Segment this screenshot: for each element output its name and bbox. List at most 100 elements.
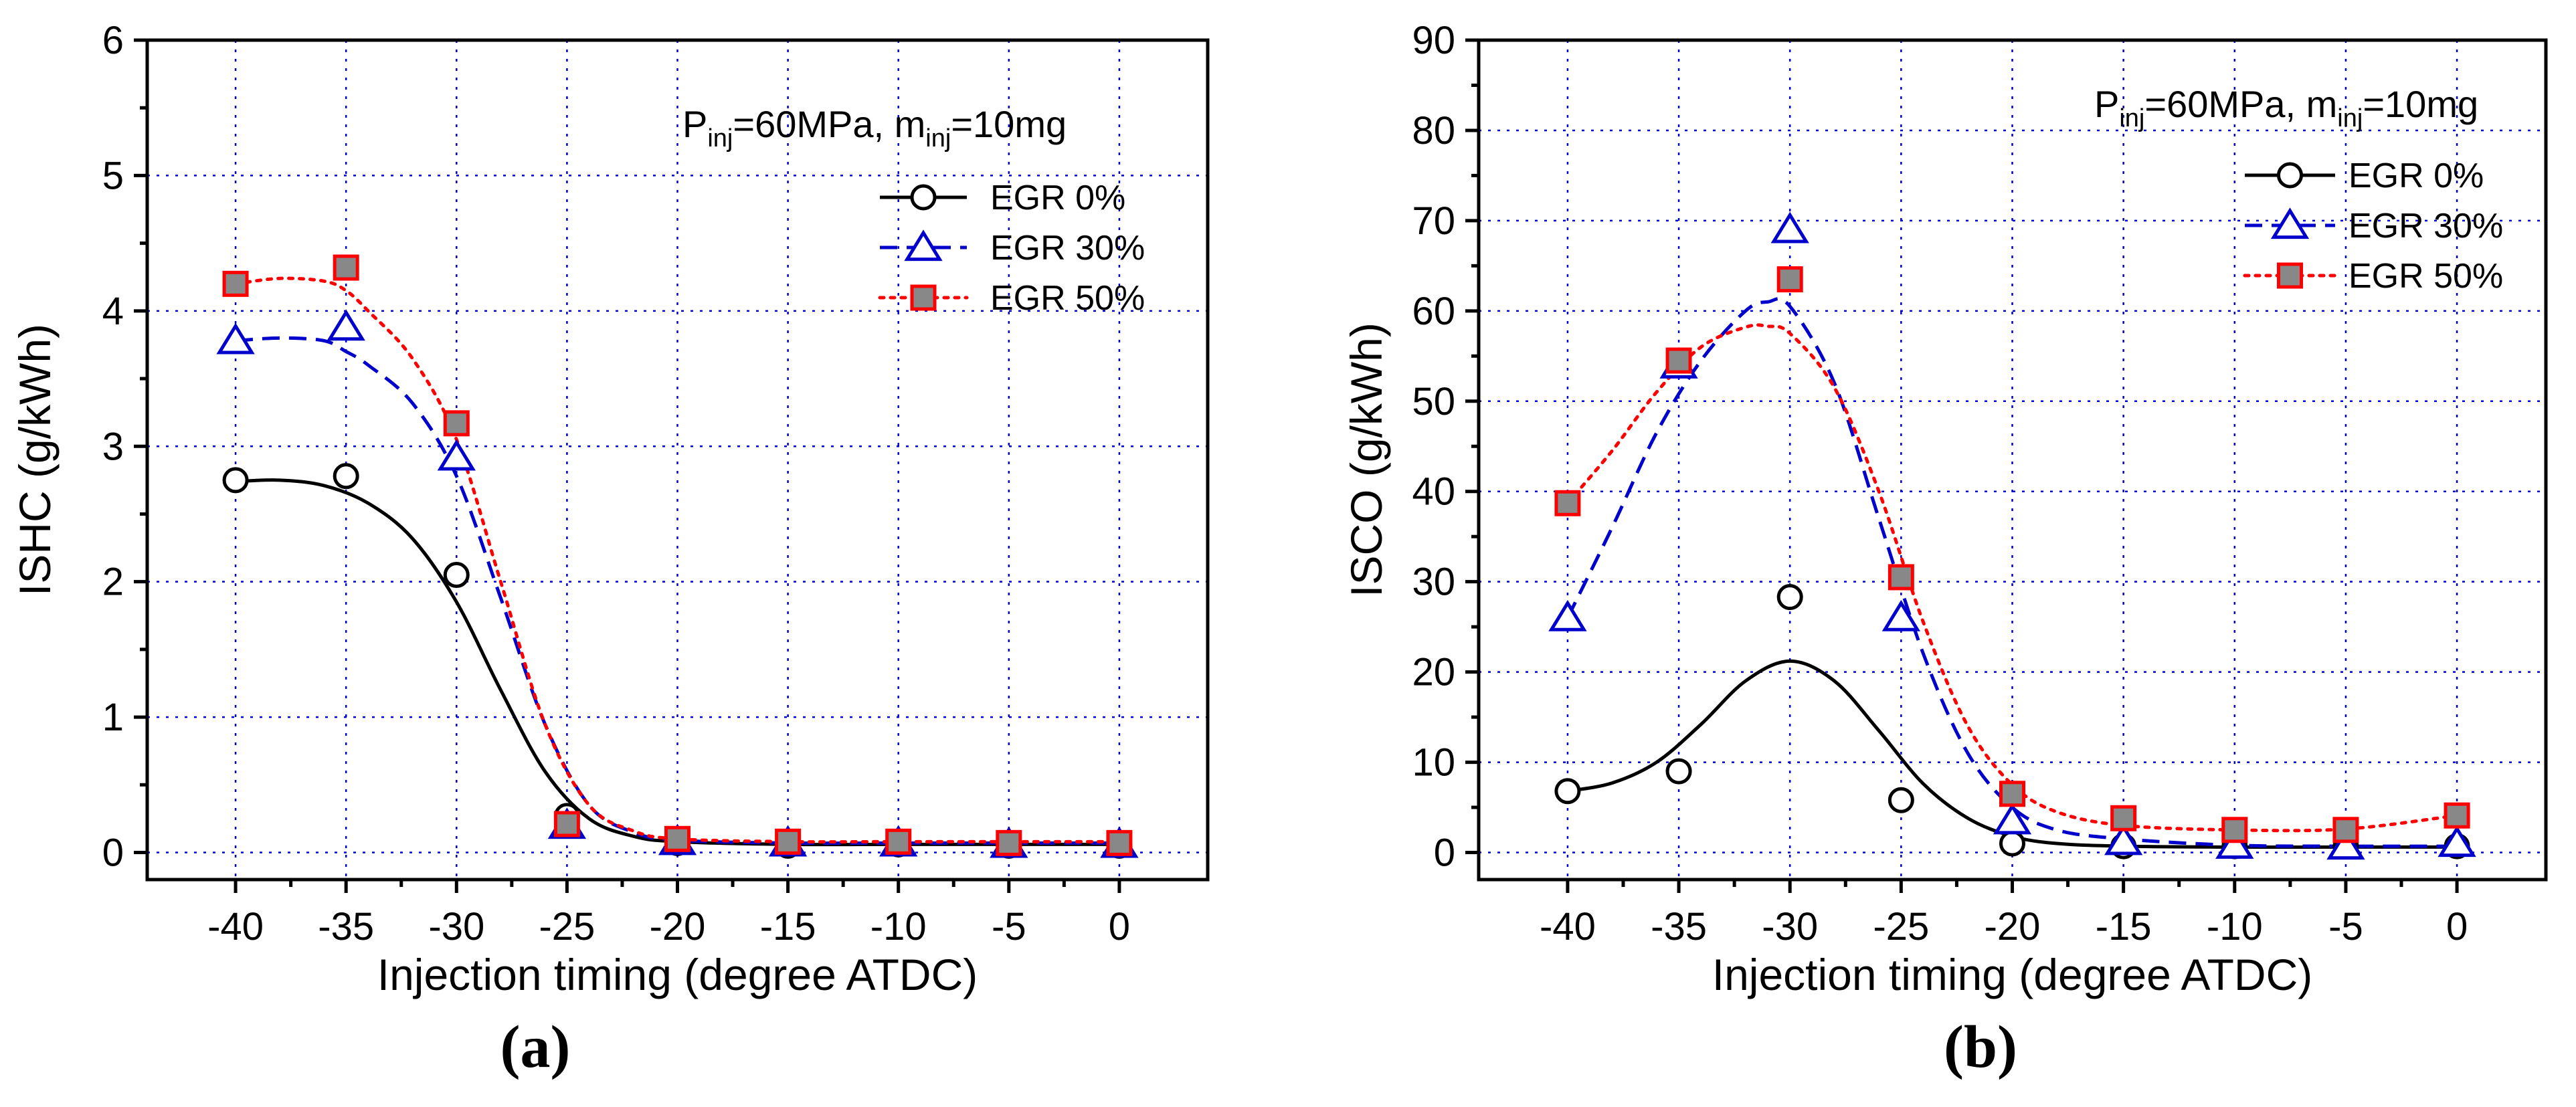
y-tick-label: 80 (1412, 109, 1455, 153)
conditions-annotation: Pinj=60MPa, minj=10mg (2094, 83, 2478, 132)
x-tick-label: -35 (318, 905, 374, 948)
data-point (1999, 830, 2025, 857)
y-tick-label: 10 (1412, 741, 1455, 785)
legend-label: EGR 50% (990, 279, 1145, 318)
y-tick-label: 0 (1434, 831, 1455, 875)
data-point (333, 254, 359, 281)
legend: EGR 0% EGR 30% EGR 50% (2243, 157, 2503, 296)
y-tick-label: 40 (1412, 470, 1455, 514)
x-axis-title: Injection timing (degree ATDC) (377, 950, 978, 999)
x-tick-label: -30 (428, 905, 484, 948)
legend-marker (910, 284, 937, 311)
legend-marker (910, 184, 937, 211)
x-tick-label: -35 (1651, 905, 1707, 948)
y-tick-label: 2 (102, 561, 124, 604)
data-point (327, 309, 365, 341)
data-point (775, 828, 802, 855)
conditions-annotation: Pinj=60MPa, minj=10mg (682, 103, 1067, 153)
chart-panel-a: -40 -35 -30 -25 -20 -15 -10 -5 0 0 1 2 3 4 5 6 Injection… (10, 19, 1210, 1080)
fit-curves (1566, 297, 2459, 849)
data-point (1554, 490, 1581, 516)
annotation-subscript: inj (2337, 104, 2363, 132)
x-tick-label: -30 (1762, 905, 1818, 948)
data-point (1888, 787, 1914, 813)
x-tick-label: -10 (2207, 905, 2263, 948)
x-tick-label: 0 (2446, 905, 2468, 948)
data-point (996, 829, 1022, 856)
data-point (1548, 599, 1587, 631)
series-egr-50- (222, 254, 1133, 856)
x-tick-label: -5 (992, 905, 1026, 948)
legend-label: EGR 30% (990, 229, 1145, 268)
data-point (1999, 781, 2025, 807)
x-tick-label: -25 (1873, 905, 1929, 948)
data-point (885, 828, 912, 855)
legend-marker (904, 229, 943, 262)
panel-label: (a) (500, 1014, 571, 1080)
y-tick-label: 5 (102, 154, 124, 197)
x-tick-label: -20 (1985, 905, 2041, 948)
data-point (443, 410, 470, 437)
annotation-text: =60MPa, m (733, 103, 925, 145)
data-point (2332, 817, 2359, 843)
data-point (1888, 564, 1914, 591)
fit-curve-egr-30- (1566, 297, 2458, 848)
x-tick-label: -15 (2096, 905, 2152, 948)
y-axis-title: ISHC (g/kWh) (10, 324, 60, 596)
data-point (2104, 823, 2143, 856)
y-tick-label: 90 (1412, 19, 1455, 62)
data-point (553, 811, 580, 837)
y-tick-label: 20 (1412, 651, 1455, 694)
data-point (2110, 805, 2137, 831)
data-point (2215, 827, 2254, 859)
data-point (1106, 829, 1133, 856)
legend-marker (2270, 207, 2310, 239)
y-tick-label: 30 (1412, 561, 1455, 604)
legend-label: EGR 0% (2349, 157, 2484, 195)
data-point (443, 562, 470, 589)
y-tick-label: 50 (1412, 380, 1455, 423)
x-tick-label: 0 (1109, 905, 1130, 948)
x-tick-label: -40 (1540, 905, 1596, 948)
annotation-text: P (682, 103, 707, 145)
data-point (2444, 802, 2470, 829)
y-tick-label: 60 (1412, 290, 1455, 333)
annotation-text: =60MPa, m (2144, 83, 2337, 125)
legend-marker (2277, 162, 2303, 189)
series-egr-0- (222, 463, 1133, 859)
x-tick-label: -20 (650, 905, 706, 948)
fit-curves (234, 276, 1121, 847)
y-tick-label: 70 (1412, 199, 1455, 243)
y-tick-label: 1 (102, 696, 124, 739)
annotation-subscript: inj (925, 124, 951, 153)
legend-label: EGR 0% (990, 179, 1125, 217)
x-tick-label: -10 (870, 905, 927, 948)
series-egr-50- (1554, 266, 2470, 843)
fit-curve-egr-50- (234, 276, 1121, 844)
data-point (1776, 584, 1803, 611)
data-point (2437, 825, 2476, 858)
x-tick-label: -40 (207, 905, 264, 948)
annotation-subscript: inj (707, 124, 733, 153)
data-point (1665, 758, 1692, 785)
legend: EGR 0% EGR 30% EGR 50% (878, 179, 1145, 318)
y-tick-label: 3 (102, 425, 124, 468)
chart-panel-b: -40 -35 -30 -25 -20 -15 -10 -5 0 0 10 20 30 40 50 60 70 8… (1342, 19, 2548, 1080)
data-point (222, 270, 249, 297)
y-axis-title: ISCO (g/kWh) (1342, 322, 1391, 597)
fit-curve-egr-30- (235, 336, 1119, 845)
data-point (1770, 211, 1809, 243)
x-tick-label: -25 (539, 905, 595, 948)
data-point (1665, 347, 1692, 374)
data-point (437, 439, 476, 471)
data-point (664, 825, 691, 852)
x-tick-label: -15 (760, 905, 816, 948)
data-point (1554, 778, 1581, 805)
annotation-text: P (2094, 83, 2119, 125)
annotation-subscript: inj (2119, 104, 2144, 132)
panel-label: (b) (1944, 1014, 2017, 1080)
data-point (1881, 599, 1921, 631)
data-point (2221, 817, 2248, 843)
x-tick-label: -5 (2328, 905, 2363, 948)
